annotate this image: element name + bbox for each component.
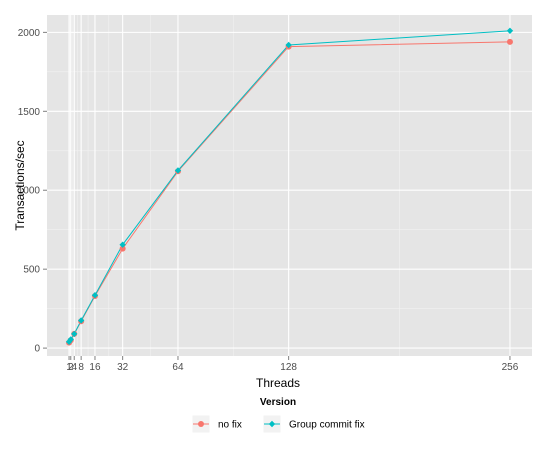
legend-items: no fix Group commit fix [191,414,365,434]
y-axis-title: Transactions/sec [13,140,27,230]
x-tick-label: 2 [68,362,74,373]
legend-key-point [198,421,204,427]
series-layer [65,27,514,346]
y-tick-label: 2000 [18,28,41,39]
x-tick-label: 16 [89,362,101,373]
axis-layer: 124 8 16 32 64 128 256 0 500 1000 1500 2000 [18,28,519,373]
series-point-1 [91,292,99,299]
x-tick-label: 128 [280,362,297,373]
x-tick-label: 64 [172,362,184,373]
legend-key-point [268,420,276,428]
minor-gridlines [47,15,532,356]
series-point-1 [77,317,85,324]
y-tick-label: 0 [34,344,40,355]
y-tick-label: 500 [23,265,40,276]
x-tick-label: 1 [66,362,72,373]
major-gridlines [47,15,532,356]
plot-panel [47,15,532,356]
y-tick-label: 1500 [18,107,41,118]
x-tick-label: 32 [117,362,129,373]
legend: Version no fix Group commit fix [191,397,365,434]
series-point-1 [67,336,74,343]
series-point-0 [506,38,513,45]
series-point-1 [119,241,126,248]
x-axis-title: Threads [256,376,300,390]
series-point-0 [119,245,126,252]
legend-title: Version [260,397,296,408]
legend-label: Group commit fix [289,420,365,431]
series-point-1 [71,330,78,338]
x-tick-label: 256 [502,362,519,373]
x-tick-label: 4 [71,362,77,373]
x-tick-label: 8 [78,362,84,373]
y-tick-label: 1000 [18,186,41,197]
series-point-1 [285,41,292,49]
series-point-1 [506,27,514,34]
series-point-1 [174,167,182,174]
legend-label: no fix [218,420,242,431]
